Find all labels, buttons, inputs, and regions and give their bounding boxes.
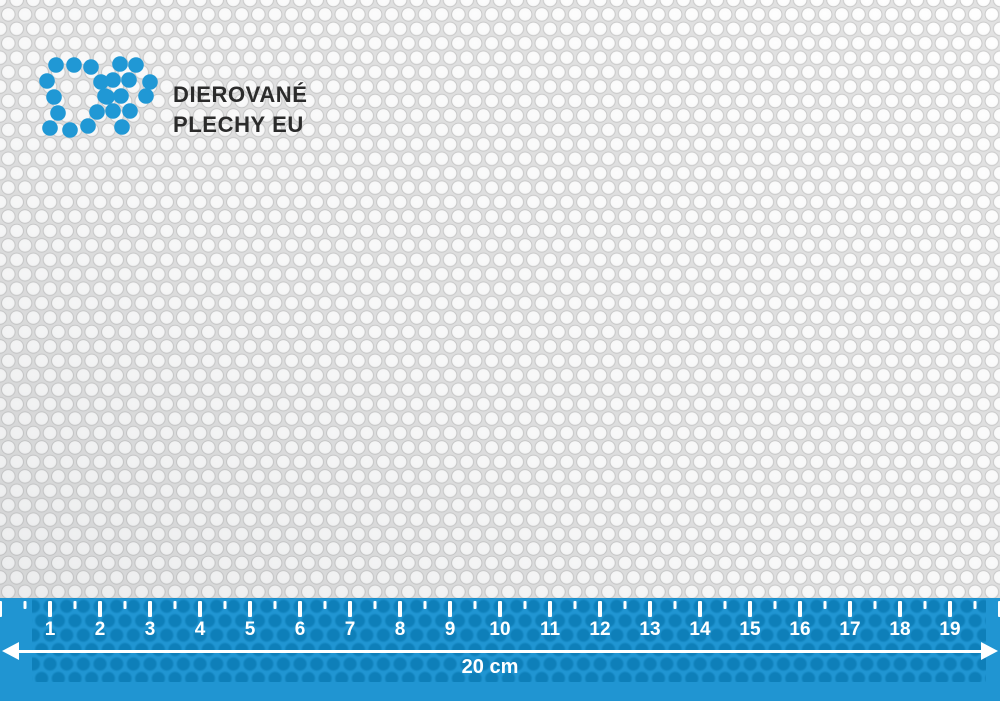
ruler-tick-minor [573,601,577,609]
dp-logo-icon [39,56,158,138]
ruler-tick-major [198,601,202,617]
ruler-number-14: 14 [689,619,711,640]
arrow-right-icon [981,642,998,660]
logo: DIEROVANÉ PLECHY EU [0,0,340,160]
ruler-tick-minor [823,601,827,609]
ruler-number-1: 1 [44,619,56,640]
ruler-tick-major [348,601,352,617]
ruler-tick-minor [773,601,777,609]
ruler-tick-major [248,601,252,617]
ruler-tick-major [0,601,2,617]
ruler-tick-minor [173,601,177,609]
ruler-tick-minor [23,601,27,609]
ruler-number-18: 18 [889,619,911,640]
logo-letter-p [97,56,158,135]
ruler-tick-minor [723,601,727,609]
ruler-tick-minor [873,601,877,609]
ruler-tick-major [448,601,452,617]
ruler-tick-major [548,601,552,617]
ruler-tick-minor [273,601,277,609]
ruler-tick-minor [973,601,977,609]
ruler-number-4: 4 [194,619,206,640]
ruler-tick-major [398,601,402,617]
ruler-tick-minor [673,601,677,609]
ruler-tick-major [648,601,652,617]
logo-line1: DIEROVANÉ [173,82,308,107]
ruler-number-11: 11 [539,619,561,640]
ruler-tick-major [748,601,752,617]
ruler-number-2: 2 [94,619,106,640]
sheet-shading-overlay [0,0,1000,604]
ruler-tick-major [798,601,802,617]
logo-wordmark: DIEROVANÉ PLECHY EU [173,80,308,140]
ruler-number-3: 3 [144,619,156,640]
ruler-tick-major [148,601,152,617]
ruler-tick-major [98,601,102,617]
ruler-tick-minor [73,601,77,609]
logo-line2: PLECHY EU [173,112,304,137]
ruler-total-label: 20 cm [461,656,519,678]
ruler-tick-minor [623,601,627,609]
ruler-number-6: 6 [294,619,306,640]
ruler-tick-major [498,601,502,617]
ruler-number-7: 7 [344,619,356,640]
ruler-number-5: 5 [244,619,256,640]
ruler-tick-major [48,601,52,617]
ruler-number-8: 8 [394,619,406,640]
ruler-tick-major [898,601,902,617]
ruler-number-17: 17 [839,619,861,640]
ruler-tick-minor [473,601,477,609]
ruler-tick-minor [523,601,527,609]
ruler-tick-minor [123,601,127,609]
ruler-band-hole-pattern [32,598,986,682]
ruler-number-16: 16 [789,619,811,640]
ruler-tick-major [298,601,302,617]
ruler-tick-major [598,601,602,617]
ruler-tick-major [848,601,852,617]
ruler-number-15: 15 [739,619,761,640]
arrow-left-icon [2,642,19,660]
ruler-number-19: 19 [939,619,961,640]
ruler: 1 2 3 4 5 6 7 8 9 10 11 12 13 14 15 16 17 18 19 20 cm [0,598,1000,701]
ruler-number-10: 10 [489,619,511,640]
ruler-tick-minor [223,601,227,609]
ruler-tick-minor [923,601,927,609]
ruler-number-12: 12 [589,619,611,640]
ruler-tick-major [948,601,952,617]
ruler-tick-minor [373,601,377,609]
ruler-tick-major [998,601,1000,617]
ruler-tick-minor [323,601,327,609]
ruler-span-line [14,650,986,653]
ruler-tick-minor [423,601,427,609]
ruler-number-9: 9 [444,619,456,640]
ruler-tick-major [698,601,702,617]
ruler-number-13: 13 [639,619,661,640]
